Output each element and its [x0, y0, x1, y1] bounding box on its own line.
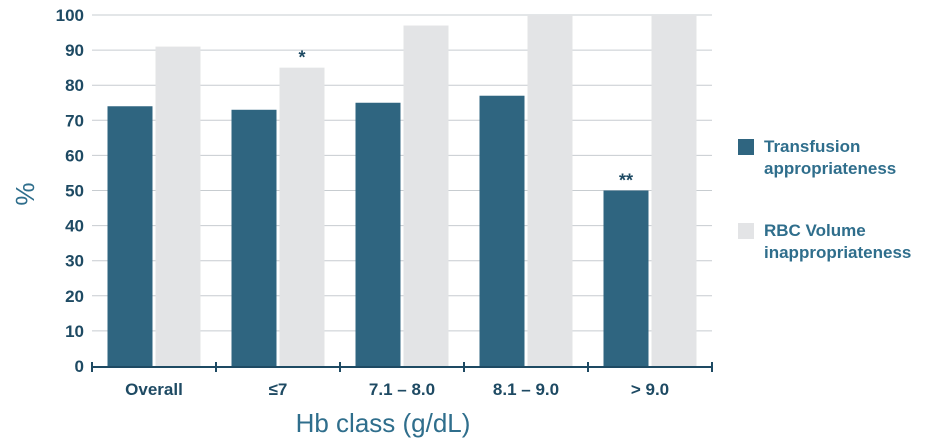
bar: [651, 15, 697, 366]
y-tick-label: 30: [65, 252, 84, 271]
bar: [279, 67, 325, 367]
bar: [479, 95, 525, 366]
y-tick-label: 20: [65, 287, 84, 306]
y-tick-label: 50: [65, 182, 84, 201]
bar-annotations: ***: [298, 48, 633, 191]
y-tick-label: 80: [65, 76, 84, 95]
legend-label-rbc-volume: RBC Volume inappropriateness: [764, 220, 911, 264]
bar: [603, 190, 649, 366]
bar: [403, 25, 449, 367]
legend-label-transfusion: Transfusion appropriateness: [764, 136, 896, 180]
x-category-label: > 9.0: [631, 380, 669, 399]
bar-annotation: **: [619, 171, 633, 191]
legend-label-line: RBC Volume: [764, 221, 866, 240]
legend-label-line: inappropriateness: [764, 243, 912, 262]
y-tick-label: 90: [65, 41, 84, 60]
bar-annotation: *: [298, 48, 305, 68]
bar: [355, 102, 401, 366]
y-tick-label: 0: [75, 357, 84, 376]
x-category-label: 8.1 – 9.0: [493, 380, 559, 399]
bar: [107, 106, 153, 366]
y-tick-label: 10: [65, 322, 84, 341]
x-axis-categories: Overall ≤7 7.1 – 8.0 8.1 – 9.0 > 9.0: [125, 380, 669, 399]
y-tick-label: 70: [65, 111, 84, 130]
y-tick-label: 40: [65, 217, 84, 236]
y-tick-label: 60: [65, 146, 84, 165]
y-tick-label: 100: [56, 6, 84, 25]
bar: [527, 15, 573, 366]
x-category-label: Overall: [125, 380, 183, 399]
bars: [107, 15, 697, 367]
x-axis-title: Hb class (g/dL): [296, 408, 471, 438]
legend-swatch-transfusion: [738, 139, 754, 155]
y-axis-ticks: 0 10 20 30 40 50 60 70 80 90 100: [56, 6, 84, 376]
legend-swatch-rbc-volume: [738, 223, 754, 239]
x-category-label: 7.1 – 8.0: [369, 380, 435, 399]
bar: [155, 46, 201, 367]
legend-label-line: appropriateness: [764, 159, 897, 178]
x-category-label: ≤7: [269, 380, 288, 399]
x-axis: [91, 362, 713, 372]
y-axis-title: %: [10, 182, 40, 205]
bar: [231, 109, 277, 367]
legend-label-line: Transfusion: [764, 137, 861, 156]
